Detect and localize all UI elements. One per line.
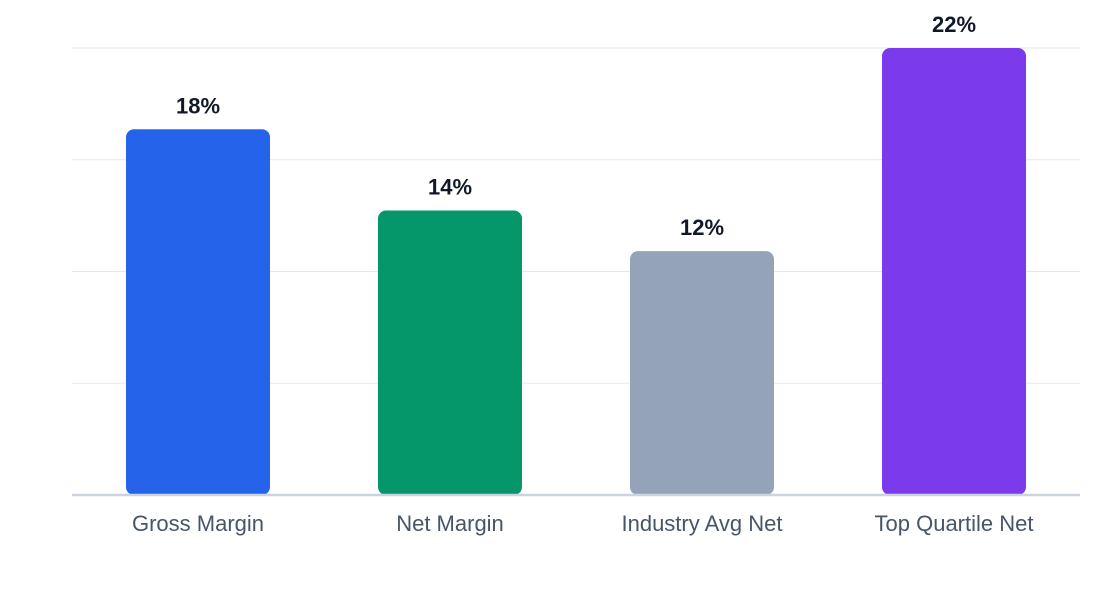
value-label: 12%	[680, 215, 724, 240]
value-label: 18%	[176, 93, 220, 118]
category-label: Top Quartile Net	[875, 511, 1034, 536]
bar-gross-margin	[126, 129, 270, 496]
value-labels: 18% 14% 12% 22%	[176, 12, 976, 240]
bars	[126, 48, 1026, 496]
bar-top-quartile-net	[882, 48, 1026, 495]
value-label: 14%	[428, 175, 472, 200]
bar-industry-avg-net	[630, 251, 774, 495]
category-labels: Gross Margin Net Margin Industry Avg Net To…	[132, 511, 1034, 536]
bar-net-margin	[378, 210, 522, 495]
value-label: 22%	[932, 12, 976, 37]
category-label: Gross Margin	[132, 511, 264, 536]
category-label: Industry Avg Net	[621, 511, 782, 536]
category-label: Net Margin	[396, 511, 504, 536]
